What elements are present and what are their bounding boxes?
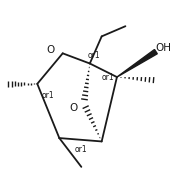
Text: or1: or1 bbox=[75, 145, 87, 154]
Text: OH: OH bbox=[155, 43, 171, 53]
Text: O: O bbox=[70, 103, 78, 113]
Text: O: O bbox=[47, 45, 55, 55]
Polygon shape bbox=[117, 49, 157, 77]
Text: or1: or1 bbox=[102, 73, 114, 82]
Text: or1: or1 bbox=[42, 91, 54, 100]
Text: or1: or1 bbox=[87, 51, 100, 60]
